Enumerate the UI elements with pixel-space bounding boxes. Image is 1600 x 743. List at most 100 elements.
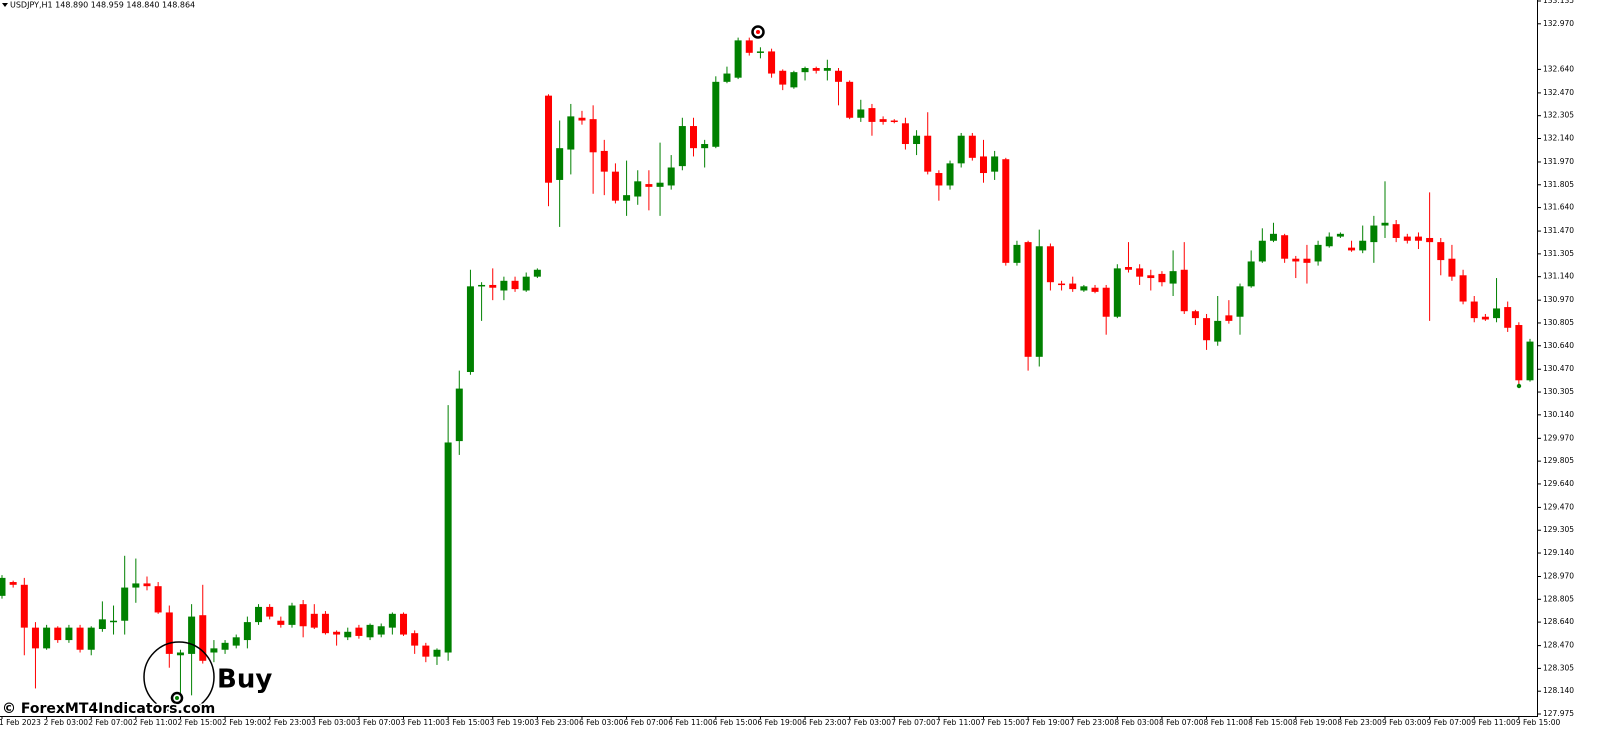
candle-body [478, 284, 486, 287]
candle-body [701, 144, 709, 149]
candle-body [87, 627, 95, 650]
candle-body [1381, 222, 1389, 226]
candle-body [500, 280, 508, 291]
candle-body [377, 626, 385, 635]
candle-body [243, 622, 251, 641]
x-tick-label: 6 Feb 19:00 [757, 718, 802, 727]
candle-body [277, 620, 285, 625]
symbol-menu-arrow[interactable] [2, 3, 8, 7]
x-tick-label: 6 Feb 23:00 [802, 718, 847, 727]
candle-body [210, 648, 218, 653]
candle-body [43, 627, 51, 649]
annotation-circle [143, 641, 215, 713]
candle-body [1191, 311, 1199, 319]
candle-body [255, 606, 263, 623]
x-tick-label: 8 Feb 11:00 [1204, 718, 1249, 727]
candle-body [1281, 235, 1289, 259]
x-tick-label: 6 Feb 03:00 [579, 718, 624, 727]
candle-body [1526, 341, 1534, 381]
x-tick-label: 8 Feb 23:00 [1337, 718, 1382, 727]
candle-body [901, 123, 909, 145]
y-tick-label: 132.970 [1543, 19, 1574, 28]
candle-body [1225, 315, 1233, 321]
candle-body [823, 68, 831, 71]
x-tick-label: 2 Feb 19:00 [222, 718, 267, 727]
candle-body [1481, 316, 1489, 320]
candle-body [768, 51, 776, 74]
y-tick-label: 130.640 [1543, 341, 1574, 350]
candle-body [623, 195, 631, 201]
y-tick-label: 129.970 [1543, 433, 1574, 442]
y-tick-label: 131.470 [1543, 226, 1574, 235]
candle-body [812, 68, 820, 71]
candle-body [388, 613, 396, 628]
candle-body [355, 627, 363, 636]
candle-body [968, 135, 976, 158]
candle-body [522, 276, 530, 291]
x-tick-label: 7 Feb 07:00 [891, 718, 936, 727]
candle-body [466, 286, 474, 373]
candle-body [65, 627, 73, 641]
candle-body [1069, 283, 1077, 290]
candle-body [1169, 271, 1177, 284]
candle-body [400, 613, 408, 635]
candle-body [232, 637, 240, 646]
candle-body [121, 587, 129, 621]
candle-body [165, 612, 173, 654]
candle-body [132, 583, 140, 588]
candle-body [935, 173, 943, 186]
y-tick-label: 130.805 [1543, 318, 1574, 327]
candle-body [645, 184, 653, 187]
x-tick-label: 7 Feb 19:00 [1025, 718, 1070, 727]
y-tick-label: 129.470 [1543, 502, 1574, 511]
y-tick-label: 131.805 [1543, 180, 1574, 189]
candle-body [578, 117, 586, 121]
candle-body [946, 163, 954, 186]
candle-body [634, 181, 642, 197]
y-tick-label: 128.470 [1543, 641, 1574, 650]
candle-body [266, 606, 274, 617]
x-tick-label: 2 Feb 07:00 [88, 718, 133, 727]
candle-body [1504, 307, 1512, 328]
candle-body [1214, 320, 1222, 342]
x-tick-label: 2 Feb 23:00 [267, 718, 312, 727]
y-tick-label: 132.305 [1543, 111, 1574, 120]
candle-body [199, 615, 207, 661]
candle-body [310, 613, 318, 628]
candle-body [1035, 246, 1043, 357]
x-tick-label: 2 Feb 15:00 [177, 718, 222, 727]
candle-body [0, 577, 6, 596]
x-tick-label: 3 Feb 15:00 [445, 718, 490, 727]
x-tick-label: 6 Feb 07:00 [624, 718, 669, 727]
candle-body [1124, 266, 1132, 270]
candle-body [1236, 286, 1244, 317]
candle-body [1113, 268, 1121, 317]
candle-body [1292, 258, 1300, 262]
candle-body [712, 81, 720, 147]
x-tick-label: 2 Feb 11:00 [133, 718, 178, 727]
candle-body [879, 119, 887, 122]
candles [0, 37, 1534, 699]
x-tick-label: 1 Feb 2023 [0, 718, 41, 727]
x-tick-label: 3 Feb 19:00 [490, 718, 535, 727]
sell-signal-dot [756, 30, 760, 34]
candle-body [1046, 246, 1054, 283]
candle-body [1147, 275, 1155, 279]
y-tick-label: 131.970 [1543, 157, 1574, 166]
candle-body [333, 631, 341, 635]
candle-body [1459, 275, 1467, 302]
x-tick-label: 8 Feb 19:00 [1293, 718, 1338, 727]
candle-body [489, 284, 497, 288]
candle-body [110, 620, 118, 623]
candle-body [957, 135, 965, 164]
candle-body [834, 70, 842, 82]
candle-body [1348, 247, 1356, 251]
y-tick-label: 129.805 [1543, 456, 1574, 465]
candle-body [411, 633, 419, 646]
candle-body [690, 126, 698, 149]
y-tick-label: 132.470 [1543, 88, 1574, 97]
y-tick-label: 133.135 [1543, 0, 1574, 5]
candle-body [1258, 240, 1266, 262]
candle-body [556, 148, 564, 180]
y-tick-label: 130.140 [1543, 410, 1574, 419]
